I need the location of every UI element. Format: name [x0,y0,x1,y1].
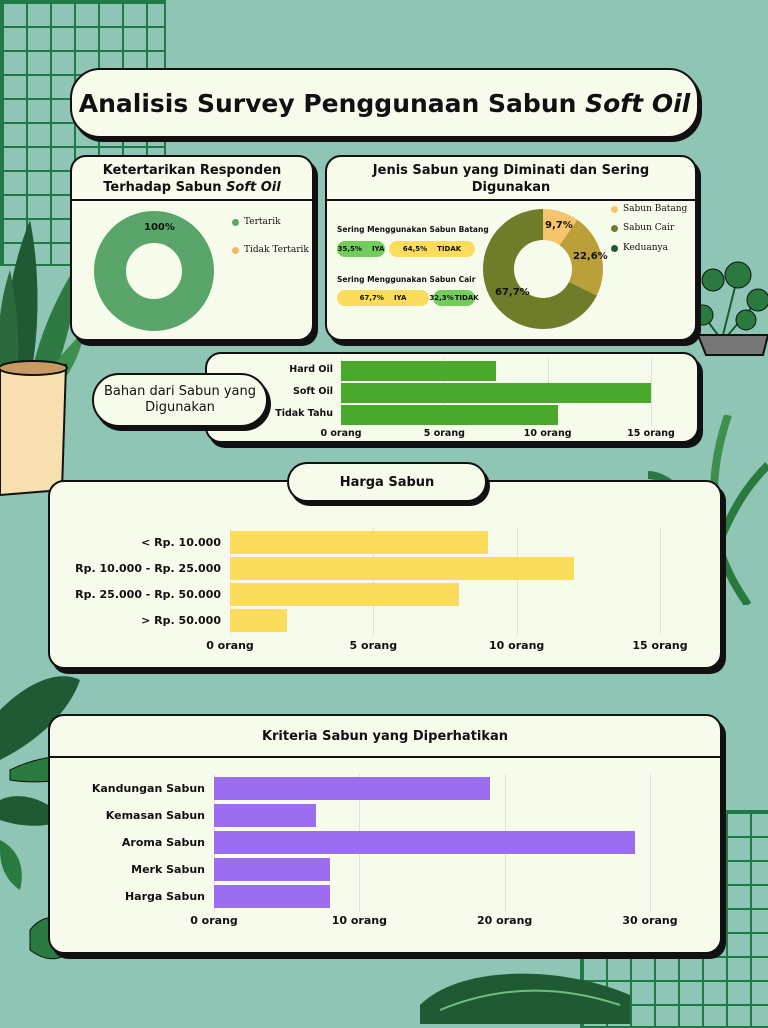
bahan-x-tick: 5 orang [423,428,465,439]
cair-iya-pill: 67,7% IYA [337,290,429,306]
harga-x-tick: 10 orang [489,639,545,652]
kriteria-category-label: Merk Sabun [131,862,205,876]
jenis-sabun-slice-2 [483,209,597,329]
kriteria-x-tick: 10 orang [331,914,387,927]
ketertarikan-panel: Ketertarikan Responden Terhadap Sabun So… [70,155,314,341]
kriteria-category-label: Harga Sabun [124,889,205,903]
bahan-bar [341,405,558,425]
batang-label: Sering Menggunakan Sabun Batang [337,225,489,234]
kriteria-x-tick: 30 orang [622,914,678,927]
kriteria-gridline [650,774,651,912]
bahan-category-label: Soft Oil [293,386,333,397]
bahan-title: Bahan dari Sabun yang Digunakan [103,384,256,415]
jenis-sabun-slice-0 [543,209,578,246]
harga-x-tick: 0 orang [206,639,254,652]
kriteria-title: Kriteria Sabun yang Diperhatikan [261,729,509,744]
legend-tertarik: Tertarik [232,217,281,227]
harga-title-pill: Harga Sabun [287,462,487,502]
harga-x-tick: 15 orang [632,639,688,652]
kriteria-bar-chart: 0 orang 10 orang 20 orang 30 orang Kandungan… [50,716,720,952]
pie-label-batang: 9,7% [545,220,573,231]
page-title: Analisis Survey Penggunaan Sabun Soft Oi… [70,68,699,138]
harga-category-label: Rp. 10.000 - Rp. 25.000 [75,561,221,575]
cair-tidak-pill: 32,3% TIDAK [429,290,479,306]
bahan-category-label: Hard Oil [289,364,333,375]
ketertarikan-data-label: 100% [144,222,175,233]
bahan-bar-chart: 0 orang 5 orang 10 orang 15 orang Hard Oil So… [207,354,697,441]
harga-x-tick: 5 orang [349,639,398,652]
bahan-gridline [651,358,652,427]
title-text: Analisis Survey Penggunaan Sabun [78,88,586,118]
bahan-x-tick: 10 orang [523,428,572,439]
cair-label: Sering Menggunakan Sabun Cair [337,275,476,284]
harga-category-label: < Rp. 10.000 [141,535,221,549]
harga-title: Harga Sabun [339,474,435,490]
harga-bar [230,531,488,554]
banana-leaf-icon [420,973,630,1024]
jenis-sabun-title: Jenis Sabun yang Diminati dan Sering Dig… [372,163,650,195]
pie-label-cair: 22,6% [573,251,608,262]
kriteria-x-tick: 20 orang [477,914,533,927]
kriteria-bar [214,885,331,908]
harga-gridline [660,528,661,635]
legend-keduanya: Keduanya [611,243,668,253]
pie-label-keduanya: 67,7% [495,287,530,298]
kriteria-bar [214,831,636,854]
harga-category-label: > Rp. 50.000 [141,613,221,627]
legend-sabun-batang: Sabun Batang [611,204,687,214]
kriteria-bar [214,858,331,881]
ketertarikan-title: Ketertarikan Responden Terhadap Sabun So… [102,163,282,195]
kriteria-category-label: Kandungan Sabun [91,781,205,795]
bahan-category-label: Tidak Tahu [275,408,333,419]
jenis-sabun-slice-1 [559,219,603,296]
bahan-bar [341,361,496,381]
harga-panel: 0 orang 5 orang 10 orang 15 orang < Rp. 10.0… [48,480,722,669]
title-italic: Soft Oil [585,88,691,118]
harga-gridline [516,528,518,635]
harga-bar-chart: 0 orang 5 orang 10 orang 15 orang < Rp. 10.0… [50,482,720,667]
kriteria-bar [214,804,316,827]
kriteria-x-tick: 0 orang [190,914,238,927]
legend-tidak-tertarik: Tidak Tertarik [232,245,309,255]
kriteria-bar [214,777,491,800]
bahan-title-pill: Bahan dari Sabun yang Digunakan [92,373,268,427]
jenis-sabun-panel: Jenis Sabun yang Diminati dan Sering Dig… [325,155,697,341]
harga-gridline [230,528,231,635]
kriteria-panel: Kriteria Sabun yang Diperhatikan 0 orang… [48,714,722,954]
legend-sabun-cair: Sabun Cair [611,223,674,233]
harga-bar [230,557,574,580]
bahan-x-tick: 15 orang [627,428,675,439]
harga-gridline [373,528,375,635]
kriteria-category-label: Kemasan Sabun [105,808,205,822]
kriteria-category-label: Aroma Sabun [121,835,205,849]
jenis-sabun-donut-chart [483,209,603,329]
batang-tidak-pill: 64,5% TIDAK [389,241,475,257]
ketertarikan-donut-chart [94,211,214,331]
harga-bar [230,583,460,606]
harga-bar [230,609,288,632]
ketertarikan-slice-0 [94,211,214,331]
snake-plant-pot-icon [0,220,85,497]
bahan-panel: 0 orang 5 orang 10 orang 15 orang Hard Oil So… [205,352,699,443]
batang-iya-pill: 35,5% IYA [337,241,385,257]
harga-category-label: Rp. 25.000 - Rp. 50.000 [75,587,221,601]
bahan-bar [341,383,651,403]
bahan-x-tick: 0 orang [320,428,362,439]
